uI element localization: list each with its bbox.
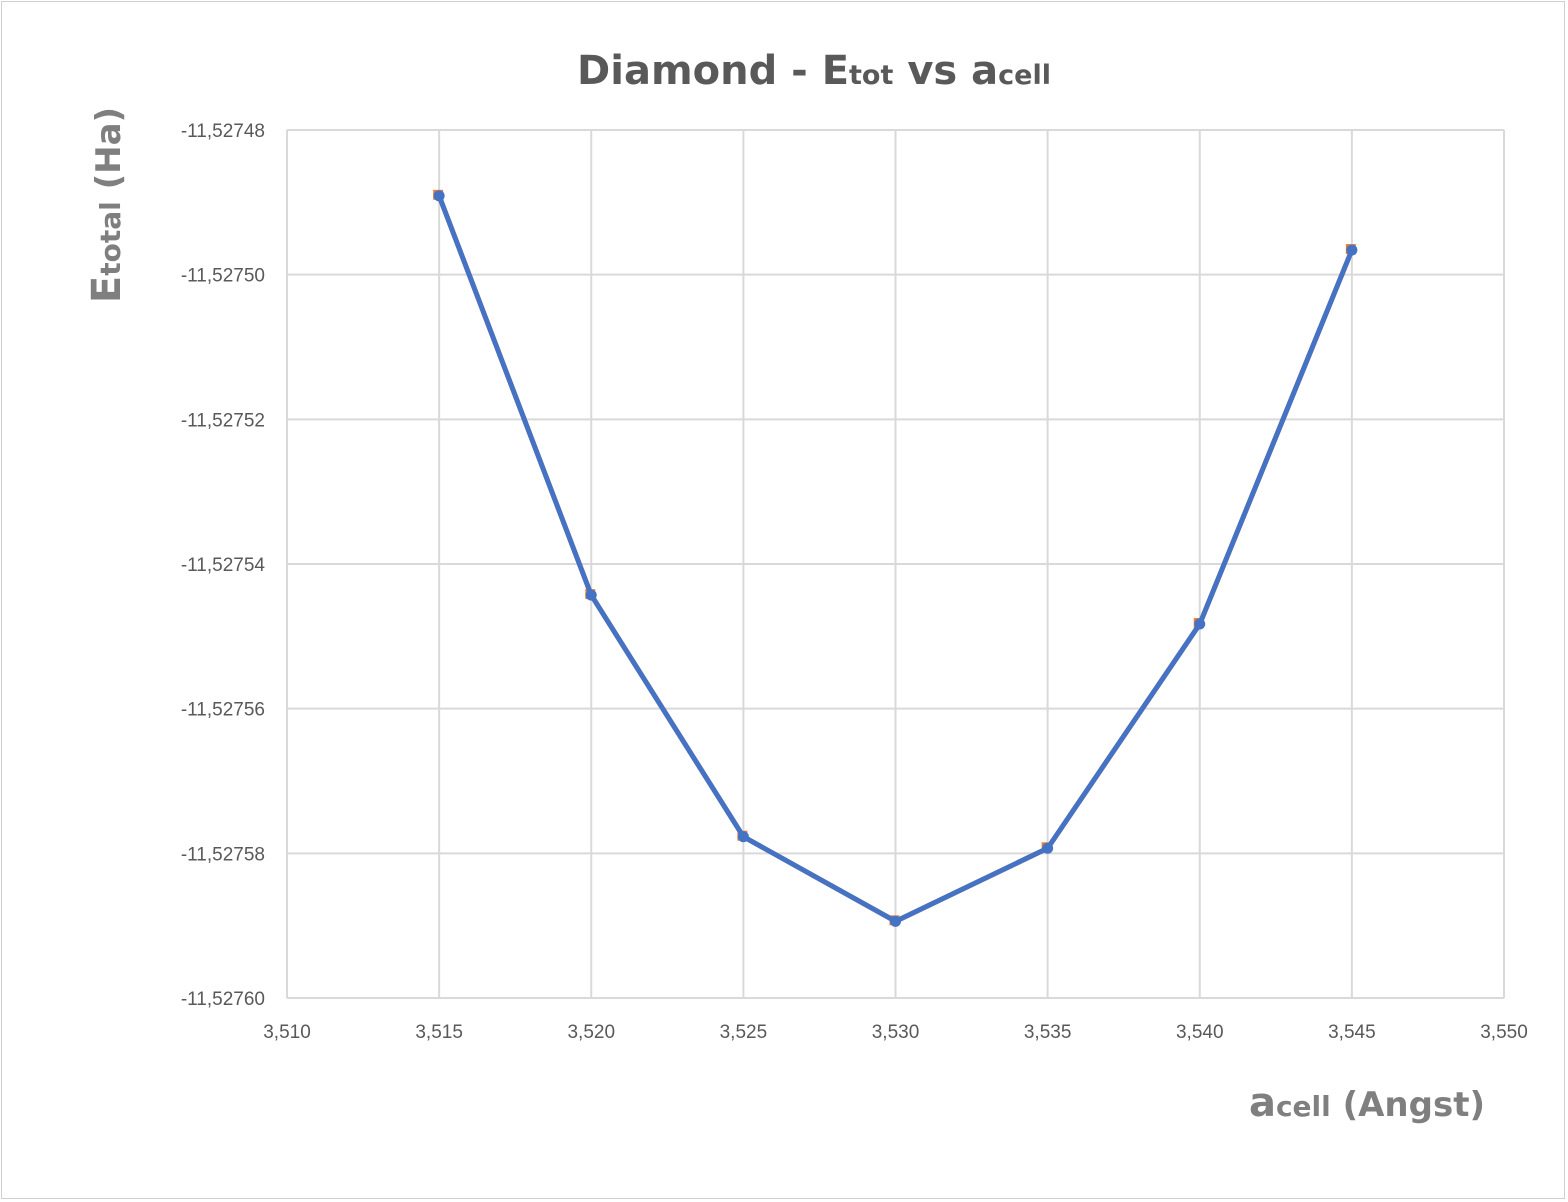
x-tick-label: 3,540 [1176, 1022, 1224, 1043]
data-point [433, 190, 445, 202]
x-tick-label: 3,530 [872, 1022, 920, 1043]
x-axis-label: acell (Angst) [1249, 1080, 1485, 1126]
x-tick-label: 3,535 [1024, 1022, 1072, 1043]
x-tick-label: 3,545 [1328, 1022, 1376, 1043]
x-tick-label: 3,510 [263, 1022, 311, 1043]
y-tick-label: -11,52752 [181, 410, 265, 431]
series [433, 189, 1358, 927]
y-tick-label: -11,52760 [181, 989, 265, 1010]
y-tick-label: -11,52756 [181, 700, 265, 721]
data-point [1042, 842, 1054, 854]
y-tick-label: -11,52748 [181, 121, 265, 142]
y-axis-label: Etotal (Ha) [84, 107, 130, 303]
data-point [1346, 244, 1358, 256]
data-point [585, 589, 597, 601]
x-tick-label: 3,525 [720, 1022, 768, 1043]
x-tick-label: 3,515 [415, 1022, 463, 1043]
grid [286, 129, 1505, 999]
data-point [737, 831, 749, 843]
data-point [890, 915, 901, 927]
y-tick-label: -11,52754 [181, 555, 266, 576]
x-tick-label: 3,520 [567, 1022, 615, 1043]
y-tick-label: -11,52758 [181, 844, 265, 865]
tick-labels: 3,510 3,515 3,520 3,525 3,530 3,535 3,540 3,545… [181, 121, 1528, 1043]
x-tick-label: 3,550 [1480, 1022, 1528, 1043]
data-point [1194, 618, 1206, 630]
y-tick-label: -11,52750 [181, 266, 265, 287]
chart-title: Diamond - Etot vs acell [577, 48, 1051, 94]
